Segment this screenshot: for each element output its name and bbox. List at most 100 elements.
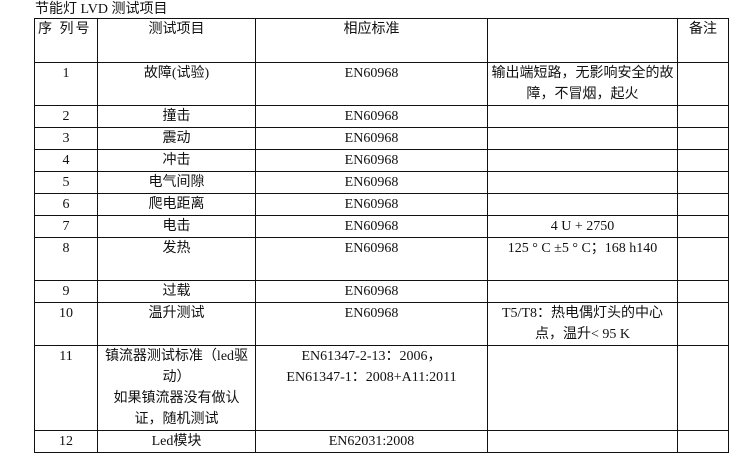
cell-standard-text: EN60968 <box>344 153 399 168</box>
cell-standard: EN60968 <box>255 237 488 281</box>
table-row: 9 过载 EN60968 <box>34 280 729 303</box>
table-row: 11 镇流器测试标准（led驱动） 如果镇流器没有做认证，随机测试 EN61347-2… <box>34 345 729 431</box>
cell-note <box>487 105 678 128</box>
header-item: 测试项目 <box>97 18 256 63</box>
cell-remark <box>677 193 729 216</box>
document-title: 节能灯 LVD 测试项目 <box>35 2 168 17</box>
cell-standard-text: EN60968 <box>344 109 399 124</box>
cell-no-text: 8 <box>62 241 70 256</box>
cell-standard: EN60968 <box>255 127 488 150</box>
cell-note: 4 U + 2750 <box>487 215 678 238</box>
cell-no-text: 6 <box>62 197 70 212</box>
cell-item: 过载 <box>97 280 256 303</box>
cell-remark <box>677 105 729 128</box>
cell-no-text: 3 <box>62 131 70 146</box>
cell-no-text: 5 <box>62 175 70 190</box>
cell-note <box>487 430 678 453</box>
cell-item: 发热 <box>97 237 256 281</box>
cell-standard-text: EN61347-1：2008+A11:2011 <box>286 370 457 385</box>
cell-item-text: 震动 <box>162 131 191 146</box>
cell-item: Led模块 <box>97 430 256 453</box>
cell-standard-text: EN60968 <box>344 66 399 81</box>
cell-no-text: 11 <box>59 349 73 364</box>
cell-note-text: 输出端短路，无影响安全的故障，不冒烟，起火 <box>491 66 674 102</box>
cell-remark <box>677 149 729 172</box>
cell-no: 10 <box>34 302 98 346</box>
table-row: 7 电击 EN60968 4 U + 2750 <box>34 215 729 238</box>
cell-item-text: 冲击 <box>162 153 191 168</box>
cell-standard-text: EN61347-2-13：2006， <box>301 349 442 364</box>
cell-item-text: 如果镇流器没有做认证，随机测试 <box>113 391 240 427</box>
cell-no: 9 <box>34 280 98 303</box>
cell-standard: EN60968 <box>255 280 488 303</box>
cell-remark <box>677 302 729 346</box>
cell-item-text: 电击 <box>162 219 191 234</box>
cell-standard: EN60968 <box>255 105 488 128</box>
table-row: 4 冲击 EN60968 <box>34 149 729 172</box>
cell-standard: EN60968 <box>255 193 488 216</box>
cell-remark <box>677 127 729 150</box>
cell-no: 11 <box>34 345 98 431</box>
cell-note <box>487 127 678 150</box>
cell-standard-text: EN60968 <box>344 284 399 299</box>
table-row: 10 温升测试 EN60968 T5/T8：热电偶灯头的中心点，温升< 95 K <box>34 302 729 346</box>
cell-standard-text: EN60968 <box>344 175 399 190</box>
cell-standard: EN62031:2008 <box>255 430 488 453</box>
cell-item: 故障(试验) <box>97 62 256 106</box>
cell-note-text: T5/T8：热电偶灯头的中心点，温升< 95 K <box>502 306 663 342</box>
cell-item: 电气间隙 <box>97 171 256 194</box>
table-row: 5 电气间隙 EN60968 <box>34 171 729 194</box>
cell-note-text: 125 ° C ±5 ° C；168 h140 <box>507 241 658 256</box>
cell-no: 1 <box>34 62 98 106</box>
cell-item: 震动 <box>97 127 256 150</box>
cell-no-text: 1 <box>62 66 70 81</box>
cell-item: 镇流器测试标准（led驱动） 如果镇流器没有做认证，随机测试 <box>97 345 256 431</box>
cell-standard: EN60968 <box>255 302 488 346</box>
cell-no: 2 <box>34 105 98 128</box>
cell-item-text: Led模块 <box>151 434 202 449</box>
cell-no-text: 10 <box>59 306 73 321</box>
table-row: 2 撞击 EN60968 <box>34 105 729 128</box>
cell-item-text: 爬电距离 <box>148 197 205 212</box>
cell-no: 12 <box>34 430 98 453</box>
header-blank <box>487 18 678 63</box>
cell-item-text: 过载 <box>162 284 191 299</box>
cell-note <box>487 193 678 216</box>
cell-item-text: 电气间隙 <box>148 175 205 190</box>
cell-note <box>487 280 678 303</box>
cell-item: 冲击 <box>97 149 256 172</box>
cell-note: T5/T8：热电偶灯头的中心点，温升< 95 K <box>487 302 678 346</box>
header-no: 序 列号 <box>34 18 98 63</box>
cell-remark <box>677 280 729 303</box>
cell-item: 爬电距离 <box>97 193 256 216</box>
cell-standard: EN61347-2-13：2006， EN61347-1：2008+A11:201… <box>255 345 488 431</box>
cell-standard: EN60968 <box>255 149 488 172</box>
cell-item-text: 故障(试验) <box>143 66 210 81</box>
cell-item-text: 镇流器测试标准（led驱动） <box>104 349 249 385</box>
cell-standard: EN60968 <box>255 62 488 106</box>
cell-no-text: 12 <box>59 434 73 449</box>
cell-standard: EN60968 <box>255 215 488 238</box>
cell-standard-text: EN60968 <box>344 241 399 256</box>
table-row: 1 故障(试验) EN60968 输出端短路，无影响安全的故障，不冒烟，起火 <box>34 62 729 106</box>
table-header: 序 列号 测试项目 相应标准 备注 <box>34 18 729 63</box>
cell-no: 6 <box>34 193 98 216</box>
table-row: 3 震动 EN60968 <box>34 127 729 150</box>
test-items-table: 序 列号 测试项目 相应标准 备注 1 故障(试验) EN60968 输出端短路，无影… <box>34 18 729 453</box>
cell-no: 5 <box>34 171 98 194</box>
cell-standard-text: EN60968 <box>344 131 399 146</box>
cell-item-text: 发热 <box>162 241 191 256</box>
cell-note: 输出端短路，无影响安全的故障，不冒烟，起火 <box>487 62 678 106</box>
cell-note: 125 ° C ±5 ° C；168 h140 <box>487 237 678 281</box>
cell-standard-text: EN60968 <box>344 306 399 321</box>
cell-no-text: 2 <box>62 109 70 124</box>
cell-note <box>487 345 678 431</box>
cell-remark <box>677 430 729 453</box>
cell-standard: EN60968 <box>255 171 488 194</box>
cell-standard-text: EN62031:2008 <box>328 434 415 449</box>
cell-remark <box>677 62 729 106</box>
cell-remark <box>677 215 729 238</box>
header-remark: 备注 <box>677 18 729 63</box>
cell-remark <box>677 345 729 431</box>
cell-remark <box>677 171 729 194</box>
